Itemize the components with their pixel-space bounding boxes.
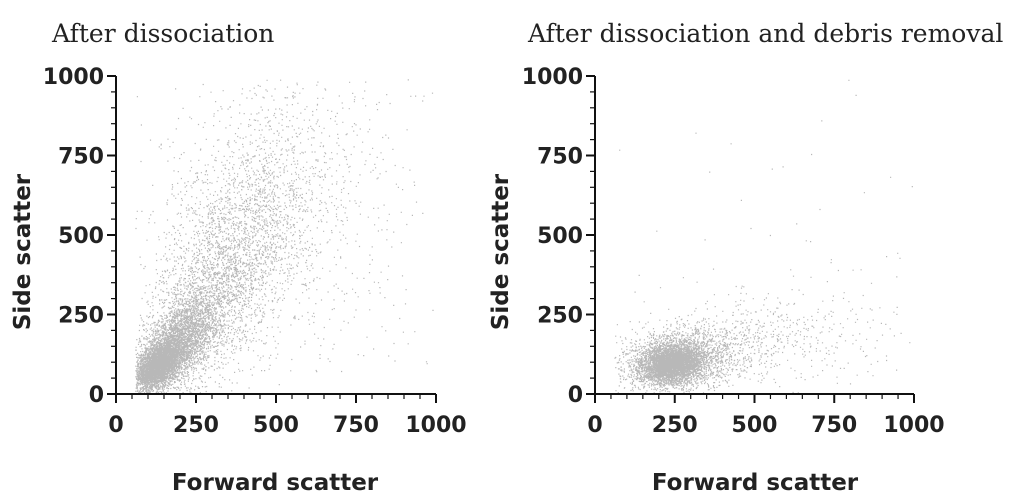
y-axis-label-right: Side scatter [488, 173, 514, 330]
chart-title-left: After dissociation [51, 19, 274, 48]
y-tick-label: 500 [58, 224, 104, 249]
y-tick-label: 0 [568, 383, 583, 408]
x-tick-label: 250 [652, 413, 698, 438]
panel-after-debris-removal: After dissociation and debris removal 0 2… [488, 19, 1003, 496]
x-tick-label: 500 [253, 413, 299, 438]
y-tick-label: 1000 [43, 65, 104, 90]
scatter-points [614, 79, 913, 394]
y-tick-label: 750 [58, 145, 104, 170]
y-tick-label: 500 [537, 224, 583, 249]
y-tick-label: 250 [537, 304, 583, 329]
x-tick-label: 750 [811, 413, 857, 438]
axes-left: 0 250 500 750 1000 0 250 500 750 1000 [43, 65, 467, 438]
x-axis-label-right: Forward scatter [652, 470, 859, 496]
y-tick-label: 0 [89, 383, 104, 408]
scatter-points-left [135, 79, 434, 394]
x-tick-label: 750 [333, 413, 379, 438]
scatter-points-right [614, 79, 913, 394]
y-tick-label: 750 [537, 145, 583, 170]
chart-title-right: After dissociation and debris removal [527, 19, 1003, 48]
x-axis-label-left: Forward scatter [172, 470, 379, 496]
x-tick-label: 500 [732, 413, 778, 438]
axis-lines [594, 76, 914, 395]
x-tick-label: 1000 [405, 413, 466, 438]
scatter-points [135, 79, 434, 394]
panel-after-dissociation: After dissociation 0 250 500 750 1000 0 250 500… [10, 19, 467, 496]
x-tick-label: 0 [108, 413, 123, 438]
x-tick-label: 1000 [883, 413, 944, 438]
axes-right: 0 250 500 750 1000 0 250 500 750 1000 [522, 65, 945, 438]
x-tick-label: 250 [173, 413, 219, 438]
x-tick-label: 0 [587, 413, 602, 438]
y-axis-label-left: Side scatter [10, 173, 36, 330]
y-tick-label: 1000 [522, 65, 583, 90]
y-tick-label: 250 [58, 304, 104, 329]
